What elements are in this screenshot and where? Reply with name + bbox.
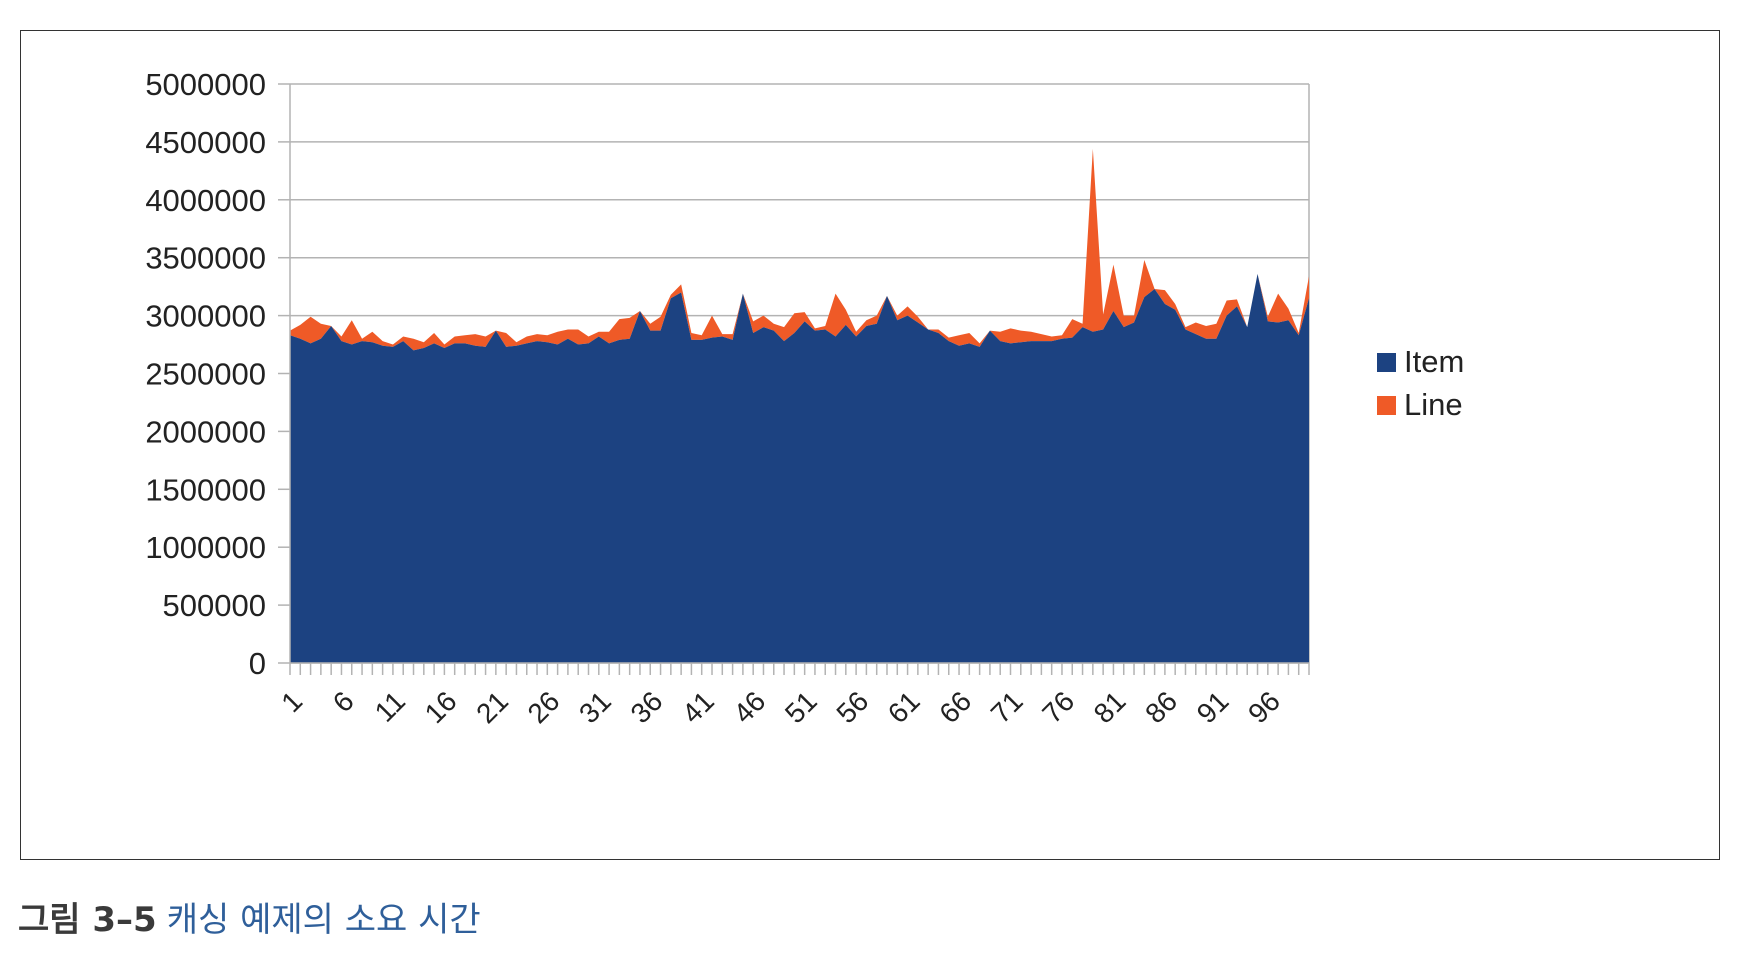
- x-tick-label-51: 51: [779, 685, 823, 729]
- axes: [278, 83, 1310, 675]
- x-tick-label-56: 56: [830, 685, 874, 729]
- x-tick-label-76: 76: [1036, 685, 1080, 729]
- figure-caption: 그림 3–5 캐싱 예제의 소요 시간: [18, 892, 481, 941]
- x-tick-label-11: 11: [369, 685, 411, 727]
- x-tick-label-81: 81: [1088, 685, 1132, 729]
- x-tick-label-36: 36: [625, 685, 669, 729]
- x-tick-label-16: 16: [419, 685, 463, 729]
- area-series: [290, 148, 1309, 663]
- stacked-area-chart: 0 500000 1000000 1500000 2000000 2500000 30000…: [145, 67, 1464, 729]
- legend-swatch-line: [1377, 396, 1396, 415]
- x-tick-label-91: 91: [1191, 685, 1235, 729]
- y-tick-label-9: 4500000: [145, 125, 266, 160]
- x-axis-tick-labels: 1 6 11 16 21 26 31 36 41 46 51 56 61 66 71 76 81 86 91 96: [275, 685, 1286, 729]
- y-tick-label-6: 3000000: [145, 299, 266, 334]
- x-tick-label-26: 26: [522, 685, 566, 729]
- y-tick-label-5: 2500000: [145, 357, 266, 392]
- figure-title: 캐싱 예제의 소요 시간: [166, 900, 481, 940]
- y-tick-label-2: 1000000: [145, 530, 266, 565]
- x-tick-label-66: 66: [933, 685, 977, 729]
- legend-label-item: Item: [1404, 344, 1464, 379]
- x-tick-label-71: 71: [985, 685, 1029, 729]
- x-tick-label-86: 86: [1139, 685, 1183, 729]
- y-tick-label-8: 4000000: [145, 183, 266, 218]
- x-tick-label-96: 96: [1242, 685, 1286, 729]
- y-tick-label-0: 0: [249, 646, 266, 681]
- legend: Item Line: [1377, 344, 1464, 422]
- figure-number: 그림 3–5: [18, 900, 157, 940]
- x-tick-label-6: 6: [327, 685, 360, 718]
- x-tick-label-1: 1: [275, 685, 308, 718]
- x-tick-label-41: 41: [676, 685, 720, 729]
- y-tick-label-1: 500000: [163, 588, 266, 623]
- x-tick-label-46: 46: [727, 685, 771, 729]
- y-tick-label-7: 3500000: [145, 241, 266, 276]
- area-series-item: [290, 273, 1309, 663]
- y-axis-tick-labels: 0 500000 1000000 1500000 2000000 2500000 30000…: [145, 67, 266, 681]
- chart-frame: 0 500000 1000000 1500000 2000000 2500000 30000…: [20, 30, 1720, 860]
- y-tick-label-10: 5000000: [145, 67, 266, 102]
- x-tick-label-61: 61: [882, 685, 926, 729]
- x-tick-label-31: 31: [573, 685, 617, 729]
- legend-label-line: Line: [1404, 387, 1463, 422]
- area-series-line: [290, 148, 1309, 351]
- y-tick-label-4: 2000000: [145, 414, 266, 449]
- x-tick-label-21: 21: [470, 685, 514, 729]
- legend-swatch-item: [1377, 353, 1396, 372]
- y-tick-label-3: 1500000: [145, 472, 266, 507]
